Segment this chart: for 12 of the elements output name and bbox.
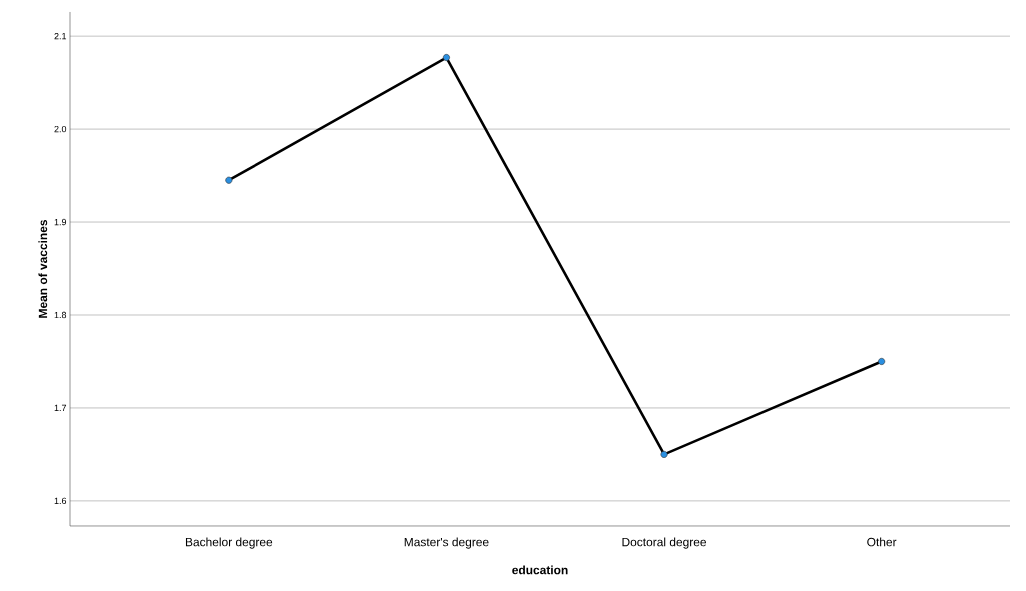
y-tick-label: 1.8 (54, 311, 67, 319)
y-tick-label: 2.1 (54, 33, 67, 40)
x-tick-label: Doctoral degree (622, 537, 707, 549)
x-axis-title: education (512, 565, 568, 575)
y-tick-label: 1.9 (54, 218, 67, 226)
x-tick-label: Other (867, 537, 897, 547)
y-axis-title: Mean of vaccines (38, 219, 48, 318)
y-tick-label: 2.0 (54, 125, 67, 133)
y-tick-label: 1.7 (54, 404, 67, 412)
x-tick-label: Master's degree (404, 537, 489, 549)
y-tick-label: 1.6 (54, 497, 67, 505)
x-tick-label: Bachelor degree (185, 537, 273, 549)
